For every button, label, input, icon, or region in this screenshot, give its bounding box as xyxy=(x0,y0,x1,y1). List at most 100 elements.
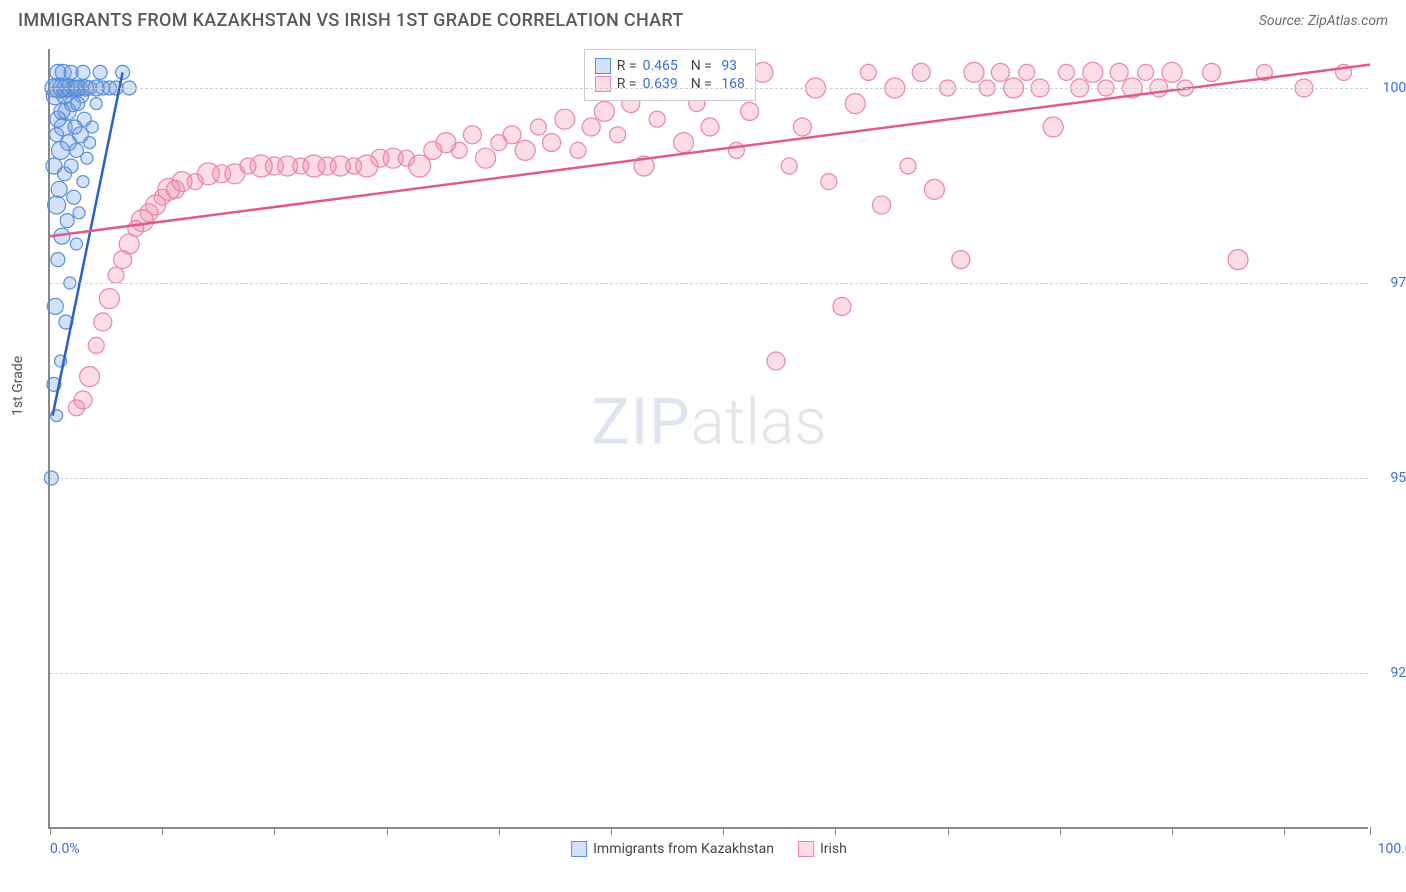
data-point xyxy=(701,118,719,136)
data-point xyxy=(728,142,744,158)
data-point xyxy=(77,112,91,126)
stats-n-label: N = xyxy=(684,76,712,92)
data-point xyxy=(912,63,930,81)
data-point xyxy=(1203,63,1221,81)
data-point xyxy=(594,101,614,121)
x-tick xyxy=(1172,827,1173,835)
x-tick xyxy=(50,827,51,835)
data-point xyxy=(463,126,481,144)
legend-swatch xyxy=(571,841,587,857)
data-point xyxy=(451,142,467,158)
stats-row: R = 0.639 N = 168 xyxy=(595,76,745,92)
data-point xyxy=(793,118,811,136)
stats-r-value: 0.639 xyxy=(643,76,678,92)
legend-swatch xyxy=(595,76,611,92)
x-tick xyxy=(835,827,836,835)
scatter-plot-svg xyxy=(50,49,1368,827)
data-point xyxy=(503,126,521,144)
data-point xyxy=(1228,250,1248,270)
y-tick-label: 100.0% xyxy=(1373,80,1406,96)
data-point xyxy=(741,102,759,120)
data-point xyxy=(1138,64,1154,80)
data-point xyxy=(46,158,62,174)
gridline xyxy=(50,88,1368,89)
legend-label: Irish xyxy=(820,841,847,857)
data-point xyxy=(64,65,78,79)
data-point xyxy=(80,367,100,387)
data-point xyxy=(767,352,785,370)
data-point xyxy=(964,62,984,82)
data-point xyxy=(900,158,916,174)
data-point xyxy=(70,238,82,250)
stats-n-value: 93 xyxy=(718,58,737,74)
data-point xyxy=(108,267,124,283)
chart-header: IMMIGRANTS FROM KAZAKHSTAN VS IRISH 1ST … xyxy=(0,0,1406,39)
stats-n-value: 168 xyxy=(718,76,745,92)
x-tick xyxy=(274,827,275,835)
chart-container: 1st Grade ZIPatlas R = 0.465 N = 93R = 0… xyxy=(0,39,1406,883)
legend-swatch xyxy=(595,58,611,74)
data-point xyxy=(821,174,837,190)
data-point xyxy=(555,109,575,129)
data-point xyxy=(67,190,81,204)
stats-r-label: R = xyxy=(617,58,637,74)
data-point xyxy=(51,253,65,267)
data-point xyxy=(674,133,694,153)
data-point xyxy=(476,148,496,168)
data-point xyxy=(93,65,107,79)
data-point xyxy=(90,98,102,110)
legend-item: Immigrants from Kazakhstan xyxy=(571,841,774,857)
x-tick xyxy=(1060,827,1061,835)
data-point xyxy=(119,234,139,254)
x-tick xyxy=(948,827,949,835)
data-point xyxy=(1083,62,1103,82)
x-tick xyxy=(723,827,724,835)
data-point xyxy=(610,127,626,143)
x-tick xyxy=(1284,827,1285,835)
x-axis-min-label: 0.0% xyxy=(50,841,80,857)
x-tick xyxy=(611,827,612,835)
x-tick xyxy=(162,827,163,835)
data-point xyxy=(1019,64,1035,80)
data-point xyxy=(952,251,970,269)
data-point xyxy=(1058,64,1074,80)
data-point xyxy=(409,155,431,177)
y-tick-label: 95.0% xyxy=(1373,470,1406,486)
data-point xyxy=(991,63,1009,81)
data-point xyxy=(48,196,66,214)
data-point xyxy=(60,214,74,228)
data-point xyxy=(47,298,63,314)
data-point xyxy=(582,118,600,136)
x-axis-max-label: 100.0% xyxy=(1378,841,1406,857)
data-point xyxy=(543,134,561,152)
stats-r-value: 0.465 xyxy=(643,58,678,74)
data-point xyxy=(51,181,67,197)
x-tick xyxy=(1370,827,1371,835)
data-point xyxy=(64,159,78,173)
data-point xyxy=(845,94,865,114)
y-tick-label: 92.5% xyxy=(1373,665,1406,681)
data-point xyxy=(50,64,66,80)
x-tick xyxy=(499,827,500,835)
y-axis-title: 1st Grade xyxy=(10,356,26,416)
data-point xyxy=(77,176,89,188)
data-point xyxy=(570,142,586,158)
gridline xyxy=(50,673,1368,674)
plot-area: 1st Grade ZIPatlas R = 0.465 N = 93R = 0… xyxy=(48,49,1368,829)
data-point xyxy=(515,140,535,160)
stats-legend-box: R = 0.465 N = 93 R = 0.639 N = 168 xyxy=(584,49,756,101)
x-tick xyxy=(387,827,388,835)
gridline xyxy=(50,478,1368,479)
data-point xyxy=(88,337,104,353)
data-point xyxy=(74,391,92,409)
chart-title: IMMIGRANTS FROM KAZAKHSTAN VS IRISH 1ST … xyxy=(18,10,684,31)
data-point xyxy=(94,313,112,331)
data-point xyxy=(860,64,876,80)
data-point xyxy=(1162,62,1182,82)
stats-r-label: R = xyxy=(617,76,637,92)
legend-label: Immigrants from Kazakhstan xyxy=(593,841,774,857)
bottom-legend: Immigrants from Kazakhstan Irish xyxy=(571,841,847,857)
data-point xyxy=(833,297,851,315)
data-point xyxy=(873,196,891,214)
data-point xyxy=(1043,117,1063,137)
